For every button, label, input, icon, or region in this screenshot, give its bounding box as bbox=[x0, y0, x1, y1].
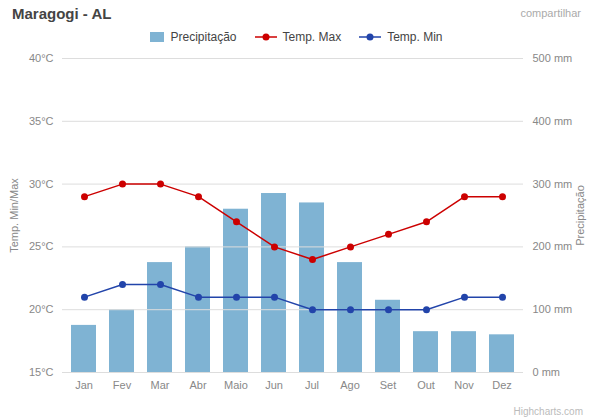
svg-text:Nov: Nov bbox=[454, 379, 474, 391]
html-text:compartilhar: compartilhar bbox=[520, 7, 581, 19]
svg-text:Jul: Jul bbox=[305, 379, 319, 391]
svg-text:30°C: 30°C bbox=[29, 178, 54, 190]
html-text:Precipitação: Precipitação bbox=[170, 30, 237, 44]
svg-text:200 mm: 200 mm bbox=[533, 240, 573, 252]
svg-text:40°C: 40°C bbox=[29, 52, 54, 64]
svg-text:Jun: Jun bbox=[265, 379, 283, 391]
svg-text:Dez: Dez bbox=[492, 379, 512, 391]
svg-text:Ago: Ago bbox=[340, 379, 360, 391]
svg-text:Maio: Maio bbox=[224, 379, 248, 391]
svg-text:20°C: 20°C bbox=[29, 303, 54, 315]
svg-text:Out: Out bbox=[417, 379, 435, 391]
html-text:Temp. Max: Temp. Max bbox=[282, 30, 342, 44]
svg-text:Precipitação: Precipitação bbox=[574, 185, 586, 246]
svg-text:Fev: Fev bbox=[113, 379, 132, 391]
svg-text:Set: Set bbox=[380, 379, 397, 391]
svg-text:Temp. Min/Max: Temp. Min/Max bbox=[8, 178, 20, 253]
svg-text:400 mm: 400 mm bbox=[533, 115, 573, 127]
html-text:Maragogi - AL: Maragogi - AL bbox=[12, 4, 112, 22]
svg-text:Abr: Abr bbox=[189, 379, 206, 391]
svg-text:300 mm: 300 mm bbox=[533, 178, 573, 190]
svg-text:25°C: 25°C bbox=[29, 240, 54, 252]
svg-text:35°C: 35°C bbox=[29, 115, 54, 127]
html-text:Highcharts.com: Highcharts.com bbox=[513, 406, 583, 417]
svg-text:15°C: 15°C bbox=[29, 366, 54, 378]
svg-text:Jan: Jan bbox=[75, 379, 93, 391]
svg-text:500 mm: 500 mm bbox=[533, 52, 573, 64]
svg-text:0 mm: 0 mm bbox=[533, 366, 561, 378]
svg-text:100 mm: 100 mm bbox=[533, 303, 573, 315]
svg-text:Mar: Mar bbox=[151, 379, 170, 391]
html-text:Temp. Min: Temp. Min bbox=[387, 30, 443, 44]
